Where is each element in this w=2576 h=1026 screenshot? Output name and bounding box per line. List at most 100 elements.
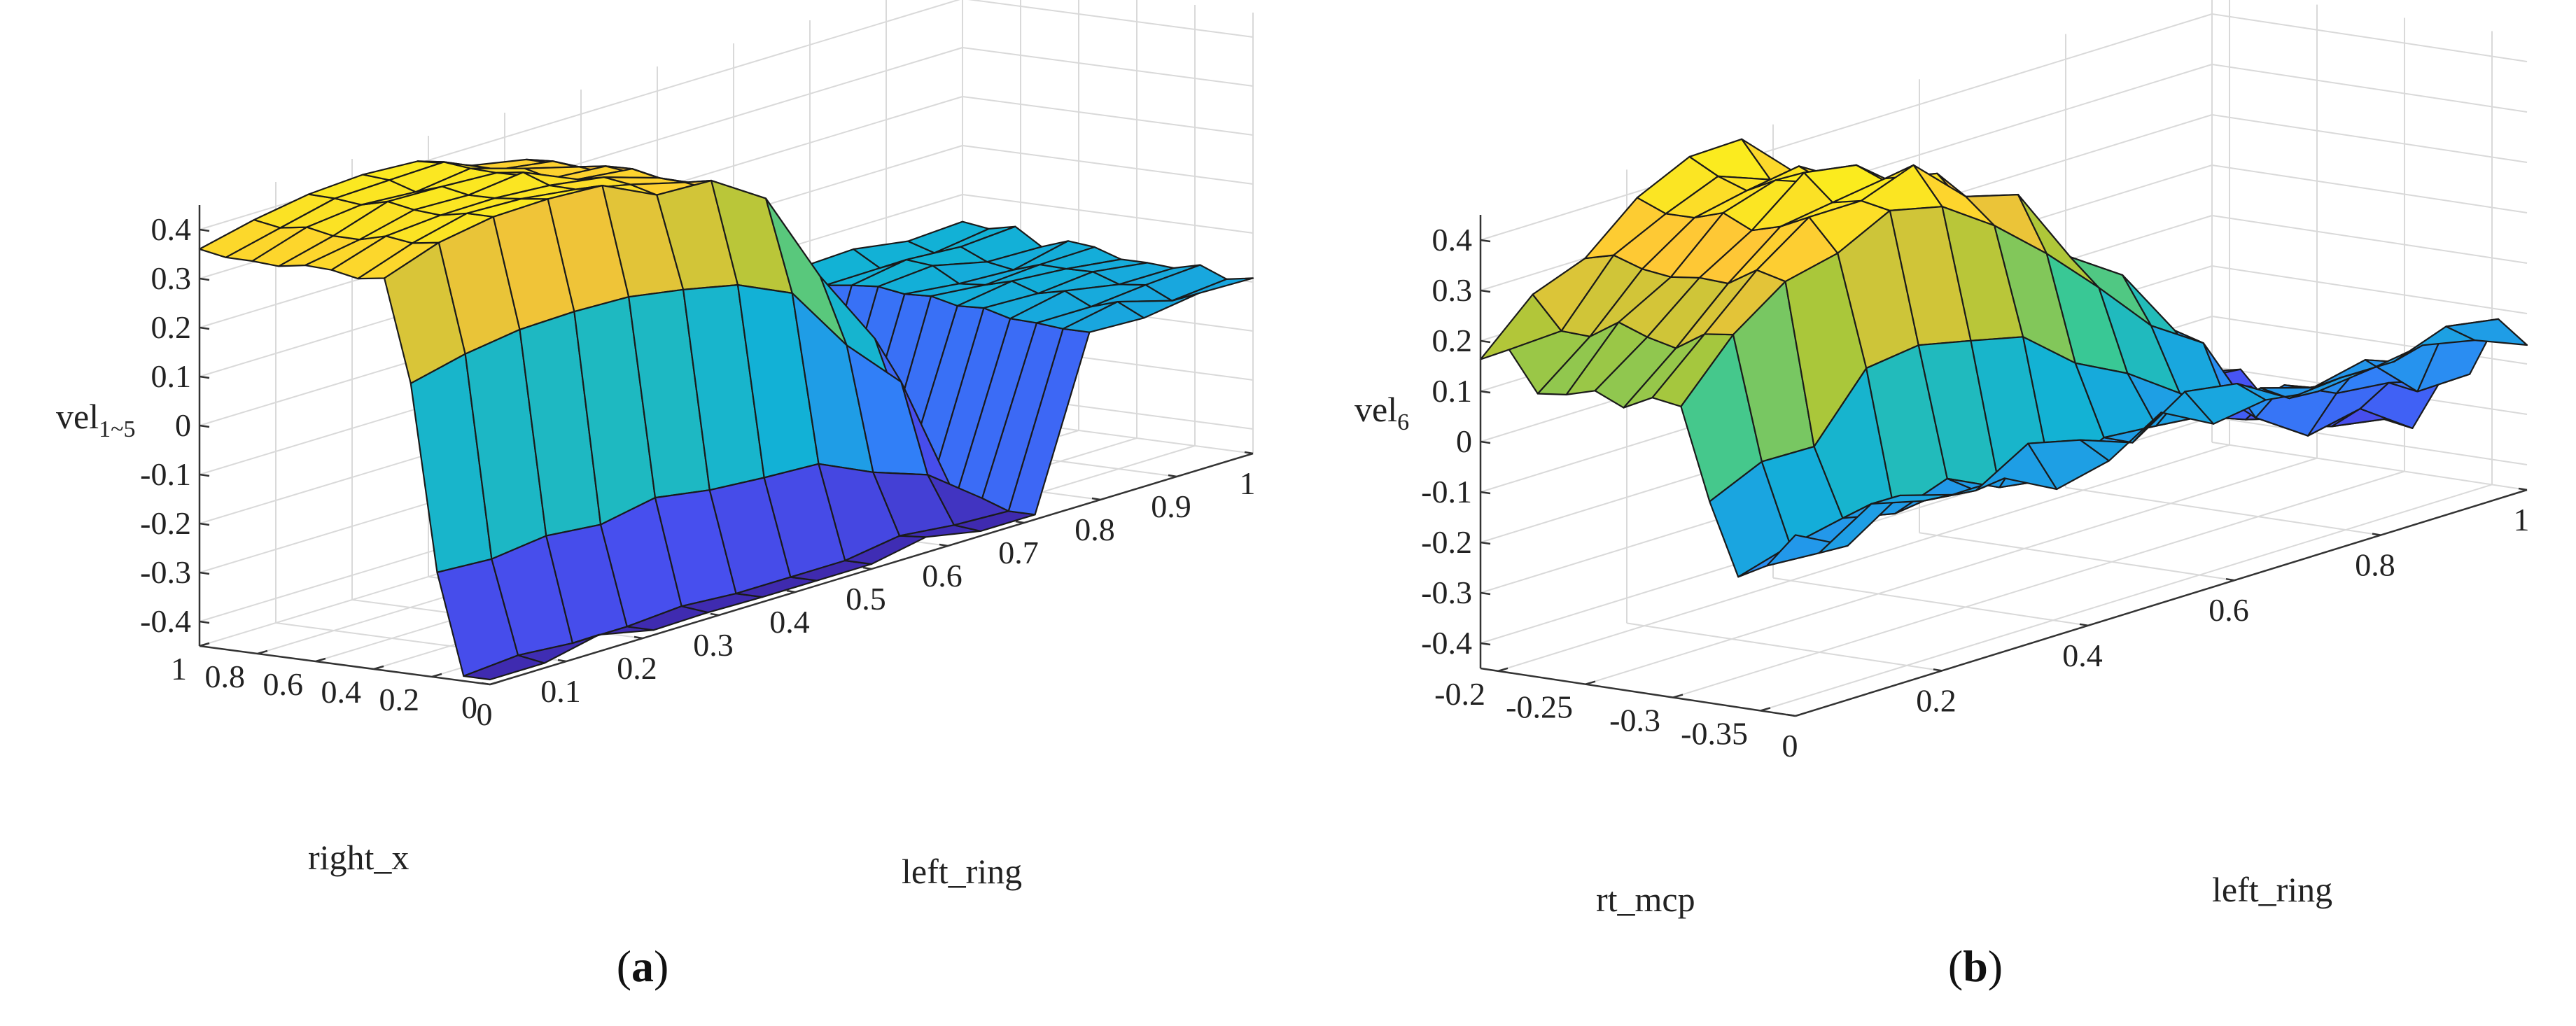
x-tick-mark [1168,474,1177,478]
gridline-floor-y [1585,457,2318,685]
x-tick-label: 0.6 [2208,592,2249,628]
z-tick-labels-a: -0.4 -0.3 -0.2 -0.1 0 0.1 0.2 0.3 0.4 [140,211,191,639]
x-tick-mark [1786,713,1796,717]
y-axis-line [1480,667,1796,717]
x-tick-mark [2518,487,2528,491]
y-axis-label-a: right_x [308,838,409,877]
axes-a [198,205,1254,686]
gridline-side-z [2211,416,2528,465]
x-tick-label: 1 [1240,465,1256,501]
x-tick-mark [1933,668,1942,672]
z-tick-mark [199,424,210,428]
x-tick-label: 0.1 [540,673,581,709]
z-tick-label: 0.2 [1432,323,1473,358]
y-tick-mark [1585,680,1596,685]
z-tick-label: -0.1 [140,456,191,492]
z-tick-mark [199,473,210,477]
gridline-side-z [962,47,1254,87]
gridline-floor-x [1919,532,2235,582]
x-tick-mark [939,543,948,547]
z-tick-label: -0.4 [1421,625,1472,661]
gridline-floor-y [1672,470,2405,698]
gridline-floor-x [2211,442,2528,491]
x-tick-mark [1091,497,1101,501]
z-tick-mark [1480,541,1491,545]
z-tick-mark [1480,239,1491,243]
gridline-side-z [962,194,1254,234]
z-tick-mark [1480,390,1491,394]
x-tick-mark [2079,623,2089,627]
gridline-side-z [2211,265,2528,314]
x-tick-mark [786,589,796,593]
x-axis-label-a: left_ring [902,852,1022,891]
x-tick-label: 0 [1782,728,1798,764]
x-tick-label: 0.4 [769,604,810,640]
gridline-floor-x [2065,486,2381,536]
x-axis-label-b: left_ring [2212,870,2332,909]
y-tick-mark [373,665,384,670]
z-tick-mark [199,326,210,330]
x-axis-line [1795,489,2528,717]
x-tick-label: 0.3 [693,627,734,663]
gridline-side-z [2211,114,2528,163]
gridline-side-z [2211,13,2528,62]
z-tick-label: -0.2 [1421,524,1472,560]
x-tick-labels-b: 0 0.2 0.4 0.6 0.8 1 [1782,502,2530,764]
x-tick-mark [862,566,872,570]
x-tick-mark [557,659,567,663]
y-tick-mark [257,649,268,655]
x-tick-mark [634,635,643,640]
x-tick-mark [1244,451,1254,455]
surface-face [2445,318,2528,346]
y-tick-label: -0.35 [1681,715,1748,751]
z-tick-mark [199,375,210,379]
y-axis-label-b: rt_mcp [1596,880,1695,919]
gridline-floor-y [1497,444,2230,672]
z-tick-mark [199,571,210,575]
y-tick-label: 0.6 [263,666,304,702]
z-tick-mark [199,522,210,526]
gridline-side-z [2211,215,2528,264]
z-tick-mark [1480,591,1491,596]
x-tick-label: 0.9 [1151,489,1191,524]
y-tick-mark [315,657,326,663]
x-tick-label: 0.5 [846,581,886,617]
z-tick-label: 0.4 [1432,222,1473,258]
x-tick-label: 0.4 [2062,638,2103,673]
x-tick-mark [2225,577,2235,582]
panel-caption-b: (b) [1948,941,2003,991]
x-tick-label: 0.2 [1916,682,1956,718]
x-tick-label: 0 [477,696,493,732]
y-tick-label: 0.2 [379,682,420,717]
z-tick-label: -0.1 [1421,474,1472,510]
z-tick-label: 0.4 [151,211,192,247]
z-tick-label: 0.3 [151,260,192,296]
z-tick-label: -0.2 [140,505,191,541]
x-tick-label: 0.2 [617,650,657,686]
z-tick-mark [199,228,210,232]
y-tick-label: 1 [171,651,187,687]
x-tick-mark [481,682,491,686]
z-axis-label-b: vel6 [1354,390,1409,435]
z-tick-label: 0.2 [151,309,192,345]
y-tick-mark [1760,707,1771,712]
y-tick-mark [1672,694,1684,698]
x-tick-mark [1015,520,1025,524]
z-tick-label: 0.3 [1432,272,1473,308]
z-tick-label: -0.3 [140,554,191,590]
z-tick-mark [199,277,210,281]
y-tick-mark [431,673,442,678]
z-tick-mark [199,620,210,624]
y-axis-line [199,645,491,686]
y-tick-mark [199,642,210,647]
y-tick-label: -0.3 [1609,703,1660,738]
y-tick-labels-a: 0 0.2 0.4 0.6 0.8 1 [171,651,477,725]
surface-a [198,158,1254,681]
y-tick-label: 0.8 [205,659,246,694]
gridline-back-z [1480,13,2213,241]
z-tick-label: 0 [175,407,191,443]
y-tick-label: -0.2 [1434,676,1485,712]
x-tick-label: 1 [2514,502,2530,537]
y-tick-mark [1497,667,1508,672]
